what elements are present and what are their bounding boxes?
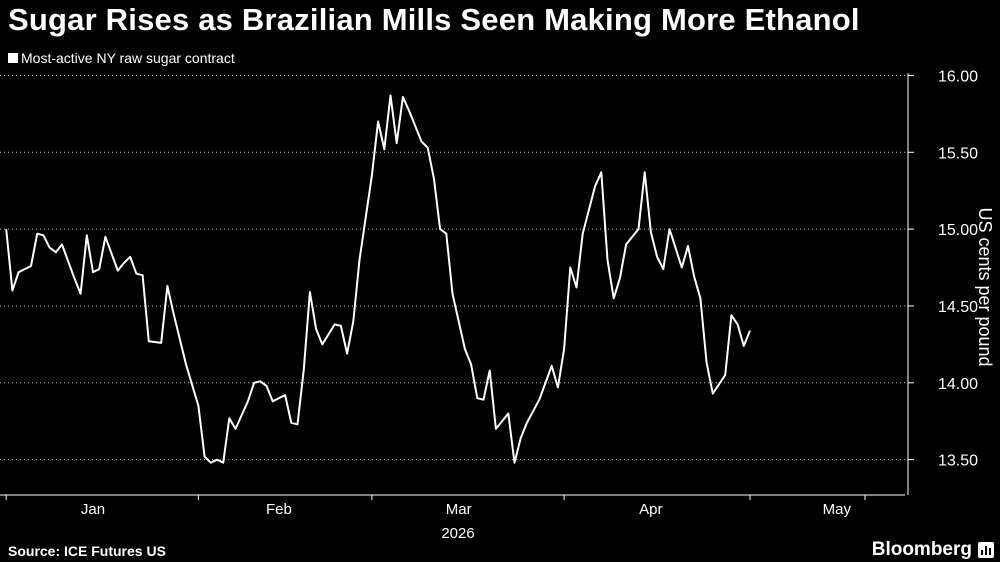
x-tick-label: May [823, 501, 852, 518]
x-tick-label: Feb [266, 501, 292, 518]
bar-chart-icon [978, 542, 994, 558]
grid-lines [0, 74, 905, 461]
y-tick-label: 14.50 [938, 299, 978, 316]
legend: Most-active NY raw sugar contract [8, 50, 235, 66]
y-tick-label: 15.50 [938, 145, 978, 162]
x-tick-label: Mar [446, 501, 472, 518]
y-tick-label: 13.50 [938, 453, 978, 470]
y-tick-label: 15.00 [938, 222, 978, 239]
x-tick-label: Jan [81, 501, 105, 518]
legend-label: Most-active NY raw sugar contract [21, 50, 235, 66]
y-tick-label: 14.00 [938, 376, 978, 393]
y-axis-ticks: 13.50 14.00 14.50 15.00 15.50 16.00 [907, 68, 978, 495]
series-line [5, 94, 751, 464]
legend-swatch [8, 53, 18, 63]
y-axis-label: US cents per pound [975, 207, 995, 366]
x-axis-ticks: Jan Feb Mar Apr May [5, 495, 866, 518]
x-axis-label: 2026 [441, 525, 474, 542]
chart-title: Sugar Rises as Brazilian Mills Seen Maki… [8, 2, 860, 37]
series-group [5, 94, 751, 464]
source-note: Source: ICE Futures US [8, 543, 166, 559]
x-tick-label: Apr [639, 501, 662, 518]
brand-logo: Bloomberg [871, 539, 972, 560]
y-tick-label: 16.00 [938, 68, 978, 85]
